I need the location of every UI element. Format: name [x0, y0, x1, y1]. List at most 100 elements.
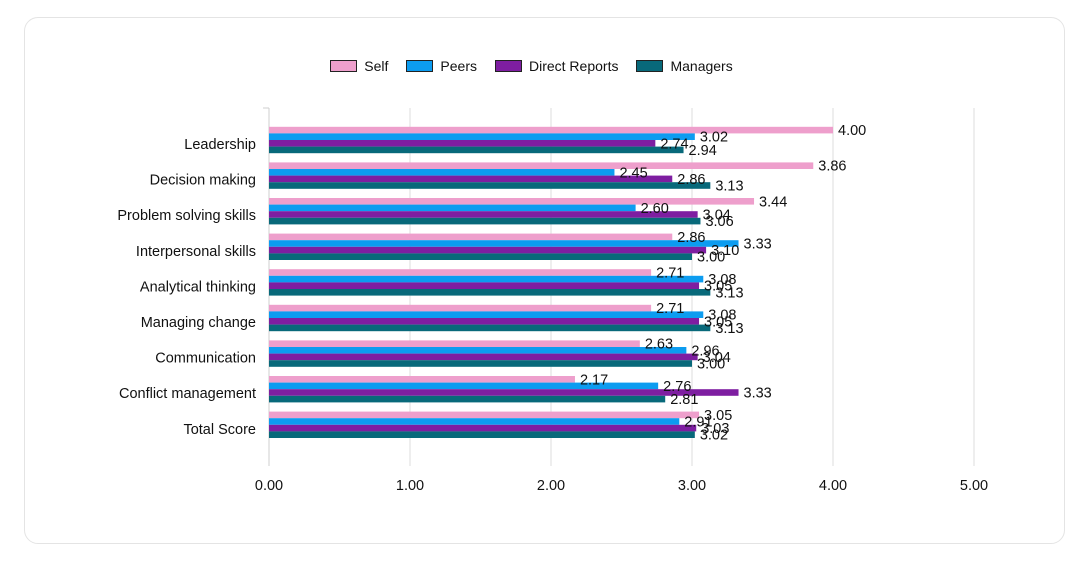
legend-swatch-self	[330, 60, 358, 72]
category-label: Leadership	[184, 137, 256, 153]
bar-peers-communication	[269, 347, 687, 354]
data-label-peers-total-score: 2.91	[684, 415, 712, 431]
data-label-self-communication: 2.63	[645, 337, 673, 353]
bar-peers-leadership	[269, 133, 695, 140]
bar-managers-analytical-thinking	[269, 289, 711, 296]
data-label-direct-reports-problem-solving-skills: 3.04	[703, 208, 731, 224]
bar-peers-problem-solving-skills	[269, 204, 636, 212]
bar-managers-communication	[269, 360, 692, 367]
legend-label-direct-reports: Direct Reports	[528, 58, 619, 74]
bar-managers-total-score	[269, 431, 695, 438]
data-label-direct-reports-total-score: 3.03	[701, 421, 729, 437]
category-label: Conflict management	[119, 386, 256, 402]
data-label-direct-reports-interpersonal-skills: 3.10	[711, 243, 739, 259]
bar-peers-managing-change	[269, 311, 704, 318]
x-tick-label: 4.00	[819, 478, 847, 494]
legend-item-self[interactable]: Self	[330, 58, 388, 74]
bar-managers-managing-change	[269, 324, 711, 332]
data-label-peers-conflict-management: 2.76	[663, 379, 691, 395]
data-label-direct-reports-conflict-management: 3.33	[744, 386, 772, 402]
x-tick-label: 2.00	[537, 478, 565, 494]
legend-item-peers[interactable]: Peers	[406, 58, 477, 74]
data-label-direct-reports-analytical-thinking: 3.05	[704, 279, 732, 295]
bar-self-conflict-management	[269, 376, 575, 383]
data-label-managers-decision-making: 3.13	[715, 179, 743, 195]
bar-self-analytical-thinking	[269, 269, 652, 276]
legend-label-self: Self	[364, 58, 389, 74]
legend-item-direct-reports[interactable]: Direct Reports	[494, 58, 619, 74]
data-label-managers-conflict-management: 2.81	[670, 392, 698, 408]
legend-item-managers[interactable]: Managers	[636, 58, 733, 74]
category-label: Total Score	[183, 422, 256, 438]
bar-managers-decision-making	[269, 182, 711, 189]
category-label: Decision making	[150, 173, 256, 189]
bar-peers-decision-making	[269, 169, 615, 176]
bar-managers-conflict-management	[269, 395, 666, 403]
data-label-peers-interpersonal-skills: 3.33	[744, 237, 772, 253]
bar-self-leadership	[269, 126, 833, 134]
data-label-self-leadership: 4.00	[838, 123, 866, 139]
bar-direct-reports-decision-making	[269, 175, 673, 183]
bar-direct-reports-conflict-management	[269, 389, 739, 396]
data-label-self-total-score: 3.05	[704, 408, 732, 424]
data-label-managers-leadership: 2.94	[689, 143, 717, 159]
data-label-self-problem-solving-skills: 3.44	[759, 194, 787, 210]
x-tick-label: 1.00	[396, 478, 424, 494]
x-tick-label: 5.00	[960, 478, 988, 494]
data-label-managers-total-score: 3.02	[700, 428, 728, 444]
legend-swatch-peers	[406, 60, 434, 72]
data-label-managers-problem-solving-skills: 3.06	[705, 214, 733, 230]
bar-peers-conflict-management	[269, 382, 659, 390]
bar-self-interpersonal-skills	[269, 233, 673, 241]
data-label-self-managing-change: 2.71	[656, 301, 684, 317]
bar-direct-reports-interpersonal-skills	[269, 246, 707, 254]
bar-direct-reports-communication	[269, 353, 698, 361]
legend-label-peers: Peers	[440, 58, 477, 74]
bar-managers-interpersonal-skills	[269, 253, 692, 260]
legend-swatch-direct-reports	[494, 60, 522, 72]
category-label: Interpersonal skills	[136, 244, 256, 260]
data-label-self-decision-making: 3.86	[818, 159, 846, 175]
bar-peers-interpersonal-skills	[269, 240, 739, 247]
data-label-self-analytical-thinking: 2.71	[656, 266, 684, 282]
category-label: Managing change	[141, 315, 256, 331]
bar-self-decision-making	[269, 162, 814, 169]
data-label-peers-analytical-thinking: 3.08	[708, 272, 736, 288]
data-label-direct-reports-communication: 3.04	[703, 350, 731, 366]
bar-direct-reports-problem-solving-skills	[269, 211, 698, 218]
bar-managers-problem-solving-skills	[269, 217, 701, 225]
x-tick-label: 0.00	[255, 478, 283, 494]
data-label-managers-analytical-thinking: 3.13	[715, 285, 743, 301]
bar-direct-reports-total-score	[269, 424, 697, 432]
bar-direct-reports-managing-change	[269, 318, 700, 325]
data-label-direct-reports-decision-making: 2.86	[677, 172, 705, 188]
data-label-self-interpersonal-skills: 2.86	[677, 230, 705, 246]
category-label: Problem solving skills	[117, 208, 256, 224]
bar-self-problem-solving-skills	[269, 198, 755, 205]
bar-direct-reports-analytical-thinking	[269, 282, 700, 289]
x-tick-label: 3.00	[678, 478, 706, 494]
data-label-direct-reports-managing-change: 3.05	[704, 314, 732, 330]
data-label-peers-leadership: 3.02	[700, 130, 728, 146]
legend-label-managers: Managers	[670, 58, 733, 74]
category-label: Analytical thinking	[140, 279, 256, 295]
bar-peers-total-score	[269, 418, 680, 425]
data-label-peers-problem-solving-skills: 2.60	[641, 201, 669, 217]
data-label-managers-managing-change: 3.13	[715, 321, 743, 337]
bar-managers-leadership	[269, 146, 684, 154]
bar-direct-reports-leadership	[269, 140, 656, 147]
bar-self-managing-change	[269, 304, 652, 312]
bar-self-communication	[269, 340, 640, 347]
bar-peers-analytical-thinking	[269, 275, 704, 283]
bar-self-total-score	[269, 411, 700, 419]
data-label-peers-managing-change: 3.08	[708, 308, 736, 324]
data-label-direct-reports-leadership: 2.74	[660, 136, 688, 152]
chart-legend: Self Peers Direct Reports Managers	[0, 58, 1063, 74]
data-label-managers-communication: 3.00	[697, 357, 725, 373]
data-label-peers-decision-making: 2.45	[619, 165, 647, 181]
legend-swatch-managers	[636, 60, 664, 72]
data-label-peers-communication: 2.96	[691, 343, 719, 359]
data-label-managers-interpersonal-skills: 3.00	[697, 250, 725, 266]
category-label: Communication	[155, 351, 256, 367]
